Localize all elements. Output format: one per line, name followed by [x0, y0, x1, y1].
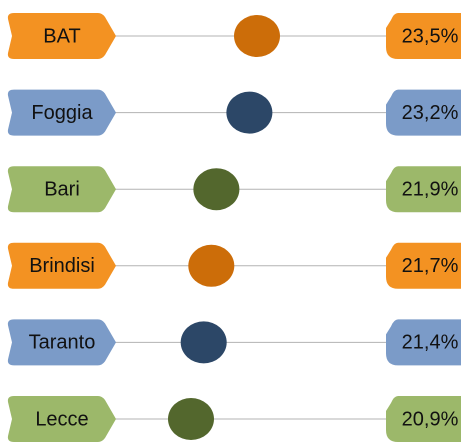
value-box — [386, 166, 461, 213]
value-label: 21,4% — [402, 332, 459, 354]
value-box — [386, 396, 461, 442]
value-box — [386, 319, 461, 366]
category-label: Taranto — [29, 332, 96, 354]
value-label: 21,9% — [402, 178, 459, 200]
category-label: Lecce — [35, 408, 88, 430]
dot — [226, 91, 273, 134]
category-tag — [7, 319, 116, 366]
value-box — [386, 13, 461, 59]
category-tag — [7, 396, 116, 442]
value-box — [386, 89, 461, 136]
category-label: Bari — [44, 178, 80, 200]
value-label: 23,5% — [402, 25, 459, 47]
value-label: 23,2% — [402, 102, 459, 124]
value-label: 21,7% — [402, 255, 459, 277]
category-tag — [7, 89, 116, 136]
category-tag — [7, 13, 116, 59]
dot — [188, 244, 235, 287]
category-tag — [7, 242, 116, 289]
category-label: Foggia — [31, 102, 93, 124]
value-label: 20,9% — [402, 408, 459, 430]
dot — [193, 168, 240, 211]
value-box — [386, 242, 461, 289]
dot — [168, 398, 214, 440]
category-label: Brindisi — [29, 255, 95, 277]
category-tag — [7, 166, 116, 213]
dot — [180, 321, 227, 364]
category-label: BAT — [43, 25, 80, 47]
dot — [234, 15, 280, 57]
